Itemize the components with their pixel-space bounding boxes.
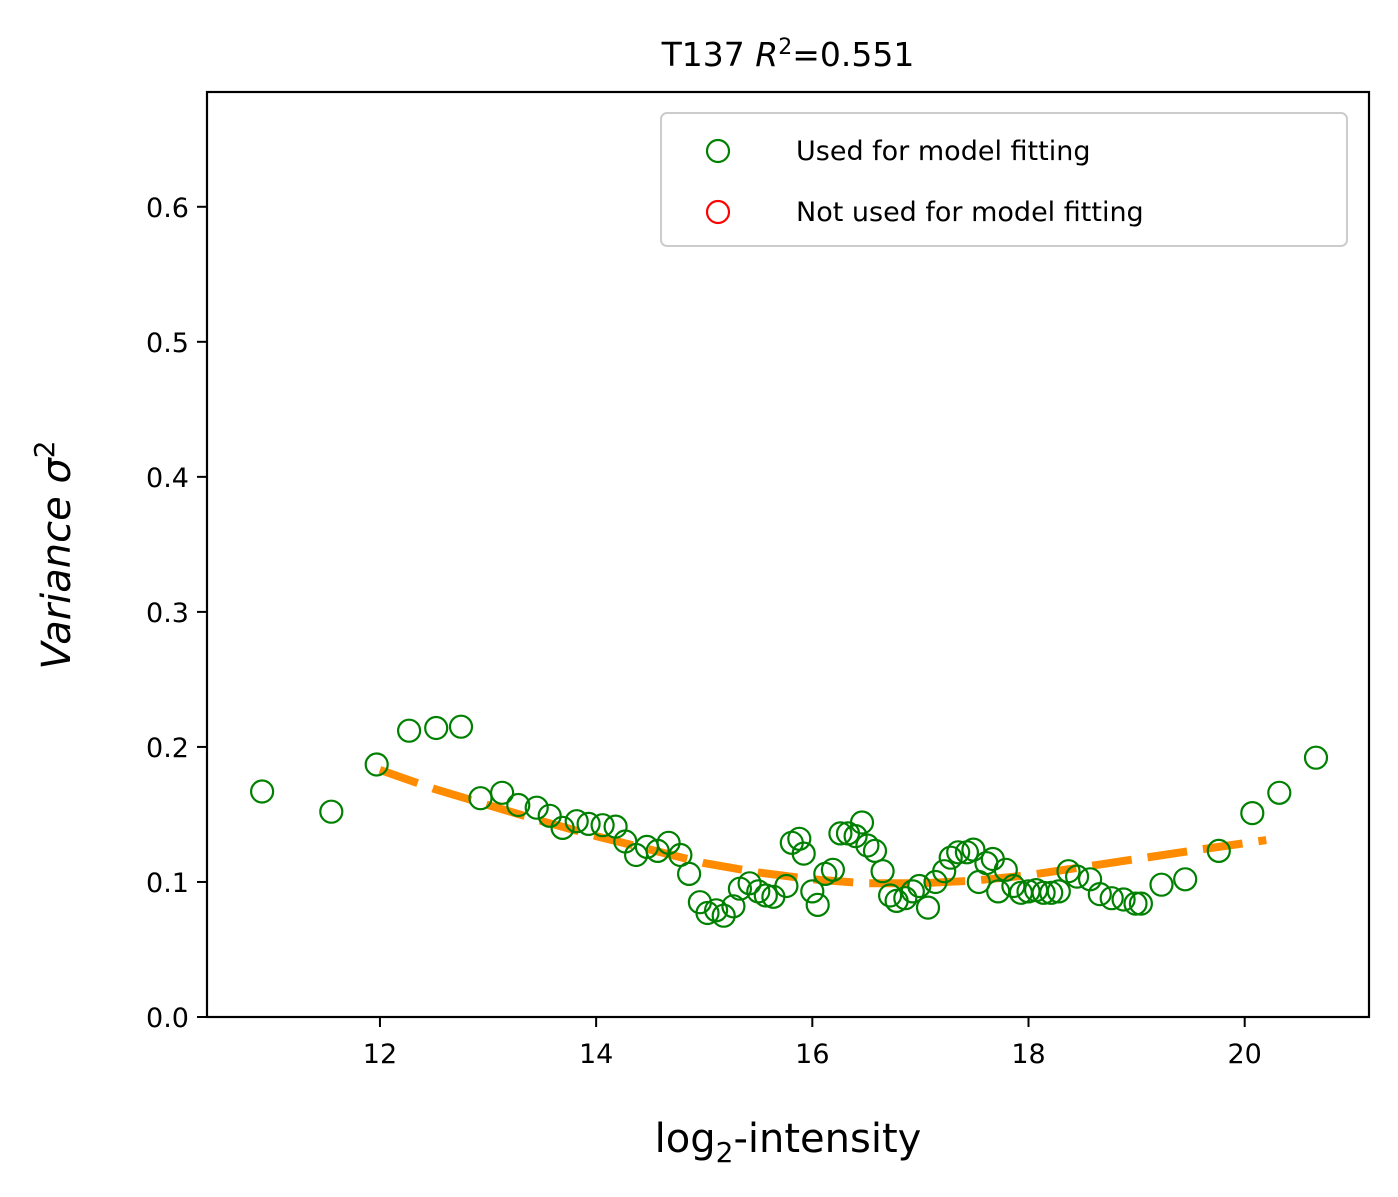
point-used <box>961 837 986 862</box>
point-used <box>550 815 575 841</box>
point-used <box>893 886 918 911</box>
point-used <box>849 810 875 835</box>
point-used <box>1099 886 1124 911</box>
point-used <box>1128 891 1154 916</box>
point-used <box>537 803 562 828</box>
point-used <box>1111 887 1136 912</box>
point-used <box>1149 872 1174 897</box>
point-used <box>753 883 778 908</box>
point-used <box>703 898 729 923</box>
point-used <box>900 879 925 904</box>
point-used <box>907 873 932 899</box>
legend-label-used: Used for model fitting <box>796 136 1090 167</box>
point-used <box>774 873 799 899</box>
point-used <box>791 841 816 866</box>
point-used <box>590 813 615 838</box>
point-used <box>1064 864 1090 889</box>
legend-box <box>660 112 1348 247</box>
point-used <box>1001 873 1026 899</box>
axis-ticks: 12 14 16 18 20 0.0 0.1 0.2 0.3 0.4 0.5 0.6 <box>146 193 1262 1070</box>
y-tick-label: 0.1 <box>146 868 189 899</box>
point-used <box>448 714 474 739</box>
x-tick-label: 18 <box>1011 1039 1045 1070</box>
chart-title: T137 R2=0.551 <box>661 35 915 74</box>
point-used <box>877 883 903 908</box>
point-used <box>805 892 830 918</box>
point-used <box>737 871 762 896</box>
fit-curve-layer <box>378 766 1267 888</box>
point-used <box>1123 891 1148 916</box>
legend: Used for model fitting Not used for mode… <box>660 112 1348 247</box>
point-used <box>800 879 825 904</box>
legend-label-not-used: Not used for model fitting <box>796 197 1144 228</box>
point-used <box>250 779 275 804</box>
plot-frame <box>205 90 1371 1019</box>
point-used <box>676 861 702 887</box>
fit-curve-line <box>378 766 1267 888</box>
point-used <box>576 811 601 837</box>
point-used <box>364 752 389 777</box>
point-used <box>1046 879 1071 904</box>
point-used <box>1240 800 1265 826</box>
point-used <box>932 859 957 884</box>
point-used <box>787 826 812 851</box>
point-used <box>1303 745 1329 770</box>
point-used <box>506 792 531 818</box>
point-used <box>828 821 853 846</box>
point-used <box>424 715 449 741</box>
y-axis-title: Variance σ2 <box>28 440 80 669</box>
point-used <box>524 795 549 820</box>
x-tick-label: 12 <box>363 1039 397 1070</box>
y-tick-label: 0.6 <box>146 193 189 224</box>
point-used <box>1206 838 1231 864</box>
point-used <box>855 833 880 858</box>
point-used <box>1087 881 1112 907</box>
point-used <box>490 780 515 805</box>
point-used <box>1039 880 1064 905</box>
point-used <box>870 859 895 884</box>
point-used <box>938 845 963 870</box>
legend-marker-used <box>705 138 731 164</box>
legend-marker-not-used <box>705 199 731 225</box>
point-used <box>820 857 846 882</box>
point-used <box>915 895 941 920</box>
y-tick-label: 0.4 <box>146 463 189 494</box>
point-used <box>993 857 1018 882</box>
point-used <box>721 894 746 919</box>
data-points <box>250 714 1329 928</box>
y-tick-label: 0.3 <box>146 598 189 629</box>
x-tick-label: 16 <box>795 1039 829 1070</box>
x-tick-label: 20 <box>1228 1039 1262 1070</box>
x-axis-title: log2-intensity <box>655 1116 922 1169</box>
point-used <box>397 718 422 743</box>
y-tick-label: 0.5 <box>146 328 189 359</box>
point-used <box>711 903 736 928</box>
x-tick-label: 14 <box>579 1039 613 1070</box>
point-used <box>564 809 589 834</box>
point-used <box>946 840 971 865</box>
point-used <box>319 799 344 824</box>
point-used <box>1267 780 1292 805</box>
point-used <box>1173 867 1198 892</box>
point-used <box>1031 880 1056 905</box>
y-tick-label: 0.2 <box>146 733 189 764</box>
y-tick-label: 0.0 <box>146 1003 189 1034</box>
